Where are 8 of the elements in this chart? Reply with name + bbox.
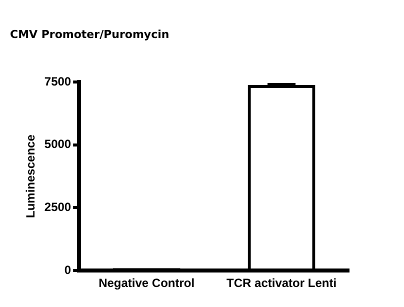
y-tick-label: 5000	[44, 137, 72, 152]
chart-title: CMV Promoter/Puromycin	[10, 28, 170, 41]
y-tick-label: 7500	[44, 74, 72, 88]
y-axis-title: Luminescence	[24, 134, 38, 218]
y-tick-label: 2500	[44, 200, 72, 214]
x-tick-label: TCR activator Lenti	[226, 276, 337, 290]
x-tick-label: Negative Control	[98, 276, 195, 290]
y-tick-label: 0	[64, 262, 72, 277]
